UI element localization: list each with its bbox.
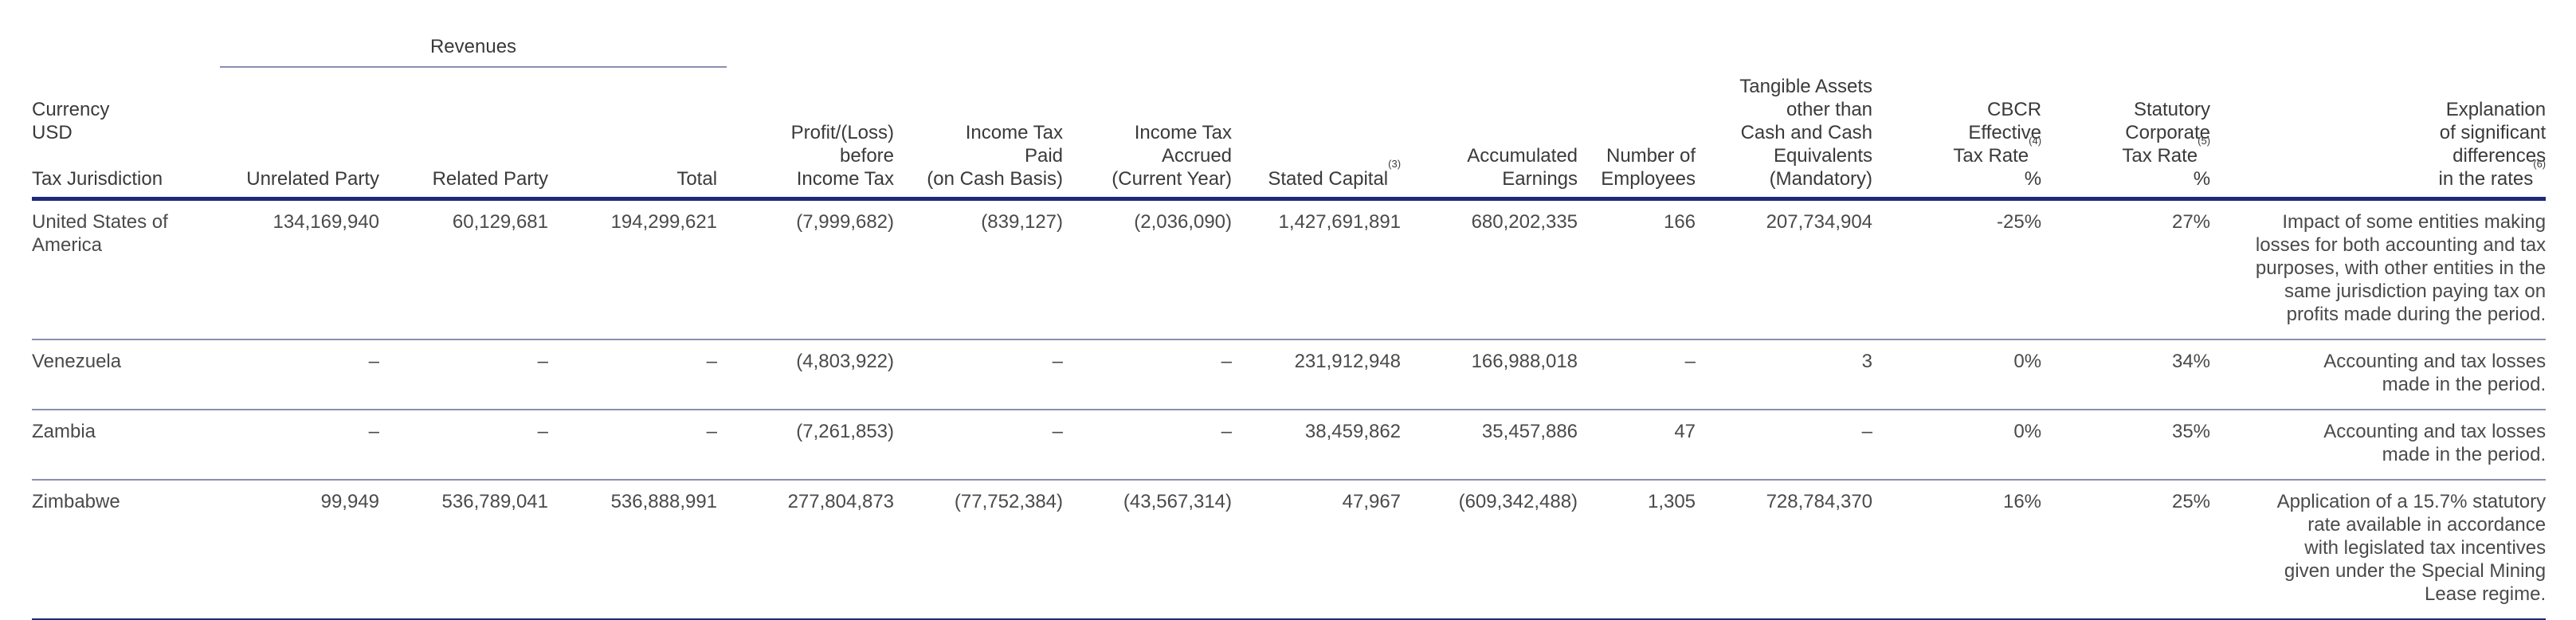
cell-accumulated-earnings: 680,202,335 xyxy=(1471,211,1578,233)
header-statutory-tax-rate: Statutory Corporate Tax Rate(5)% xyxy=(2051,75,2220,199)
table-body: United States of America 134,169,940 60,… xyxy=(32,199,2547,619)
cell-profit-loss: (7,999,682) xyxy=(796,211,895,233)
header-stated-capital: Stated Capital(3) xyxy=(1241,75,1410,199)
header-profit-loss: Profit/(Loss) before Income Tax xyxy=(790,122,895,190)
footnote-ref-4: (4) xyxy=(2029,135,2042,147)
cell-number-of-employees: 47 xyxy=(1674,421,1696,442)
table-row-zambia: Zambia – – – (7,261,853) – – 38,459,862 … xyxy=(32,410,2547,480)
table-row-united-states: United States of America 134,169,940 60,… xyxy=(32,199,2547,339)
cell-related-party: – xyxy=(537,351,548,372)
cell-income-tax-accrued: – xyxy=(1221,351,1233,372)
cell-total: 536,888,991 xyxy=(610,491,718,512)
cell-explanation: Accounting and tax losses made in the pe… xyxy=(2323,421,2547,465)
cell-tangible-assets: – xyxy=(1861,421,1873,442)
header-statutory-label: Statutory Corporate Tax Rate xyxy=(2122,99,2211,167)
cell-income-tax-paid: (77,752,384) xyxy=(954,491,1064,512)
cell-related-party: – xyxy=(537,421,548,442)
header-cbcr-label: CBCR Effective Tax Rate xyxy=(1953,99,2042,167)
column-header-row: Currency USD Tax Jurisdiction Unrelated … xyxy=(32,75,2547,199)
footnote-ref-6: (6) xyxy=(2533,158,2547,170)
cell-jurisdiction: Venezuela xyxy=(32,351,122,372)
cell-tangible-assets: 728,784,370 xyxy=(1766,491,1873,512)
cell-related-party: 60,129,681 xyxy=(452,211,548,233)
header-currency-code: USD xyxy=(32,122,73,143)
cell-total: – xyxy=(706,351,718,372)
cell-profit-loss: (4,803,922) xyxy=(796,351,895,372)
cell-profit-loss: 277,804,873 xyxy=(787,491,895,512)
header-spacer xyxy=(32,32,220,75)
header-explanation-label: Explanation of significant differences i… xyxy=(2438,99,2547,190)
cell-tangible-assets: 207,734,904 xyxy=(1766,211,1873,233)
cell-statutory-rate: 35% xyxy=(2171,421,2211,442)
header-tax-jurisdiction: Currency USD Tax Jurisdiction xyxy=(32,75,220,199)
cell-total: – xyxy=(706,421,718,442)
header-income-tax-accrued: Income Tax Accrued (Current Year) xyxy=(1112,122,1233,190)
cell-cbcr-rate: 16% xyxy=(2002,491,2042,512)
cell-profit-loss: (7,261,853) xyxy=(796,421,895,442)
header-currency: Currency xyxy=(32,99,110,120)
cell-explanation: Impact of some entities making losses fo… xyxy=(2255,211,2547,325)
table-row-venezuela: Venezuela – – – (4,803,922) – – 231,912,… xyxy=(32,339,2547,410)
header-unrelated-party: Unrelated Party xyxy=(246,168,379,190)
cell-income-tax-accrued: (2,036,090) xyxy=(1134,211,1233,233)
header-tangible-assets: Tangible Assets other than Cash and Cash… xyxy=(1739,76,1873,190)
revenues-group-header: Revenues xyxy=(220,32,727,75)
cell-explanation: Application of a 15.7% statutory rate av… xyxy=(2276,491,2547,605)
cell-income-tax-accrued: (43,567,314) xyxy=(1123,491,1233,512)
cell-cbcr-rate: 0% xyxy=(2013,351,2042,372)
cbcr-table: Revenues Currency USD Tax Jurisdiction U… xyxy=(32,32,2547,620)
cell-number-of-employees: – xyxy=(1684,351,1696,372)
revenues-group-underline xyxy=(220,66,727,68)
header-cbcr-effective-tax-rate: CBCR Effective Tax Rate(4)% xyxy=(1882,75,2051,199)
cell-unrelated-party: 99,949 xyxy=(320,491,379,512)
cell-stated-capital: 231,912,948 xyxy=(1294,351,1402,372)
cell-statutory-rate: 25% xyxy=(2171,491,2211,512)
cell-jurisdiction: United States of America xyxy=(32,211,168,256)
cell-income-tax-paid: – xyxy=(1052,421,1064,442)
cell-unrelated-party: – xyxy=(368,351,379,372)
cell-accumulated-earnings: 35,457,886 xyxy=(1481,421,1578,442)
cell-accumulated-earnings: (609,342,488) xyxy=(1458,491,1578,512)
header-related-party: Related Party xyxy=(432,168,548,190)
header-statutory-percent: % xyxy=(2193,168,2211,190)
header-accumulated-earnings: Accumulated Earnings xyxy=(1467,145,1578,190)
header-tax-jurisdiction-label: Tax Jurisdiction xyxy=(32,168,163,190)
header-income-tax-paid: Income Tax Paid (on Cash Basis) xyxy=(927,122,1064,190)
table-row-zimbabwe: Zimbabwe 99,949 536,789,041 536,888,991 … xyxy=(32,480,2547,619)
header-cbcr-percent: % xyxy=(2024,168,2042,190)
cell-related-party: 536,789,041 xyxy=(441,491,548,512)
cell-cbcr-rate: -25% xyxy=(1997,211,2042,233)
cell-income-tax-paid: – xyxy=(1052,351,1064,372)
cell-jurisdiction: Zimbabwe xyxy=(32,491,120,512)
cell-number-of-employees: 1,305 xyxy=(1647,491,1696,512)
cell-stated-capital: 47,967 xyxy=(1342,491,1402,512)
cell-statutory-rate: 34% xyxy=(2171,351,2211,372)
header-stated-capital-label: Stated Capital xyxy=(1268,168,1389,190)
header-total: Total xyxy=(676,168,718,190)
cell-accumulated-earnings: 166,988,018 xyxy=(1471,351,1578,372)
cell-statutory-rate: 27% xyxy=(2171,211,2211,233)
header-group-row: Revenues xyxy=(32,32,2546,75)
cell-jurisdiction: Zambia xyxy=(32,421,96,442)
cell-tangible-assets: 3 xyxy=(1861,351,1873,372)
header-spacer-right xyxy=(727,32,2546,75)
cell-cbcr-rate: 0% xyxy=(2013,421,2042,442)
cell-income-tax-paid: (839,127) xyxy=(981,211,1064,233)
cell-unrelated-party: 134,169,940 xyxy=(272,211,379,233)
header-explanation: Explanation of significant differences i… xyxy=(2220,75,2547,199)
cell-total: 194,299,621 xyxy=(610,211,718,233)
cell-stated-capital: 38,459,862 xyxy=(1304,421,1402,442)
cell-number-of-employees: 166 xyxy=(1663,211,1696,233)
cell-explanation: Accounting and tax losses made in the pe… xyxy=(2323,351,2547,395)
footnote-ref-3: (3) xyxy=(1388,158,1402,170)
cell-income-tax-accrued: – xyxy=(1221,421,1233,442)
cell-unrelated-party: – xyxy=(368,421,379,442)
header-number-of-employees: Number of Employees xyxy=(1601,145,1696,190)
revenues-group-label: Revenues xyxy=(429,36,517,57)
footnote-ref-5: (5) xyxy=(2198,135,2211,147)
cell-stated-capital: 1,427,691,891 xyxy=(1278,211,1402,233)
